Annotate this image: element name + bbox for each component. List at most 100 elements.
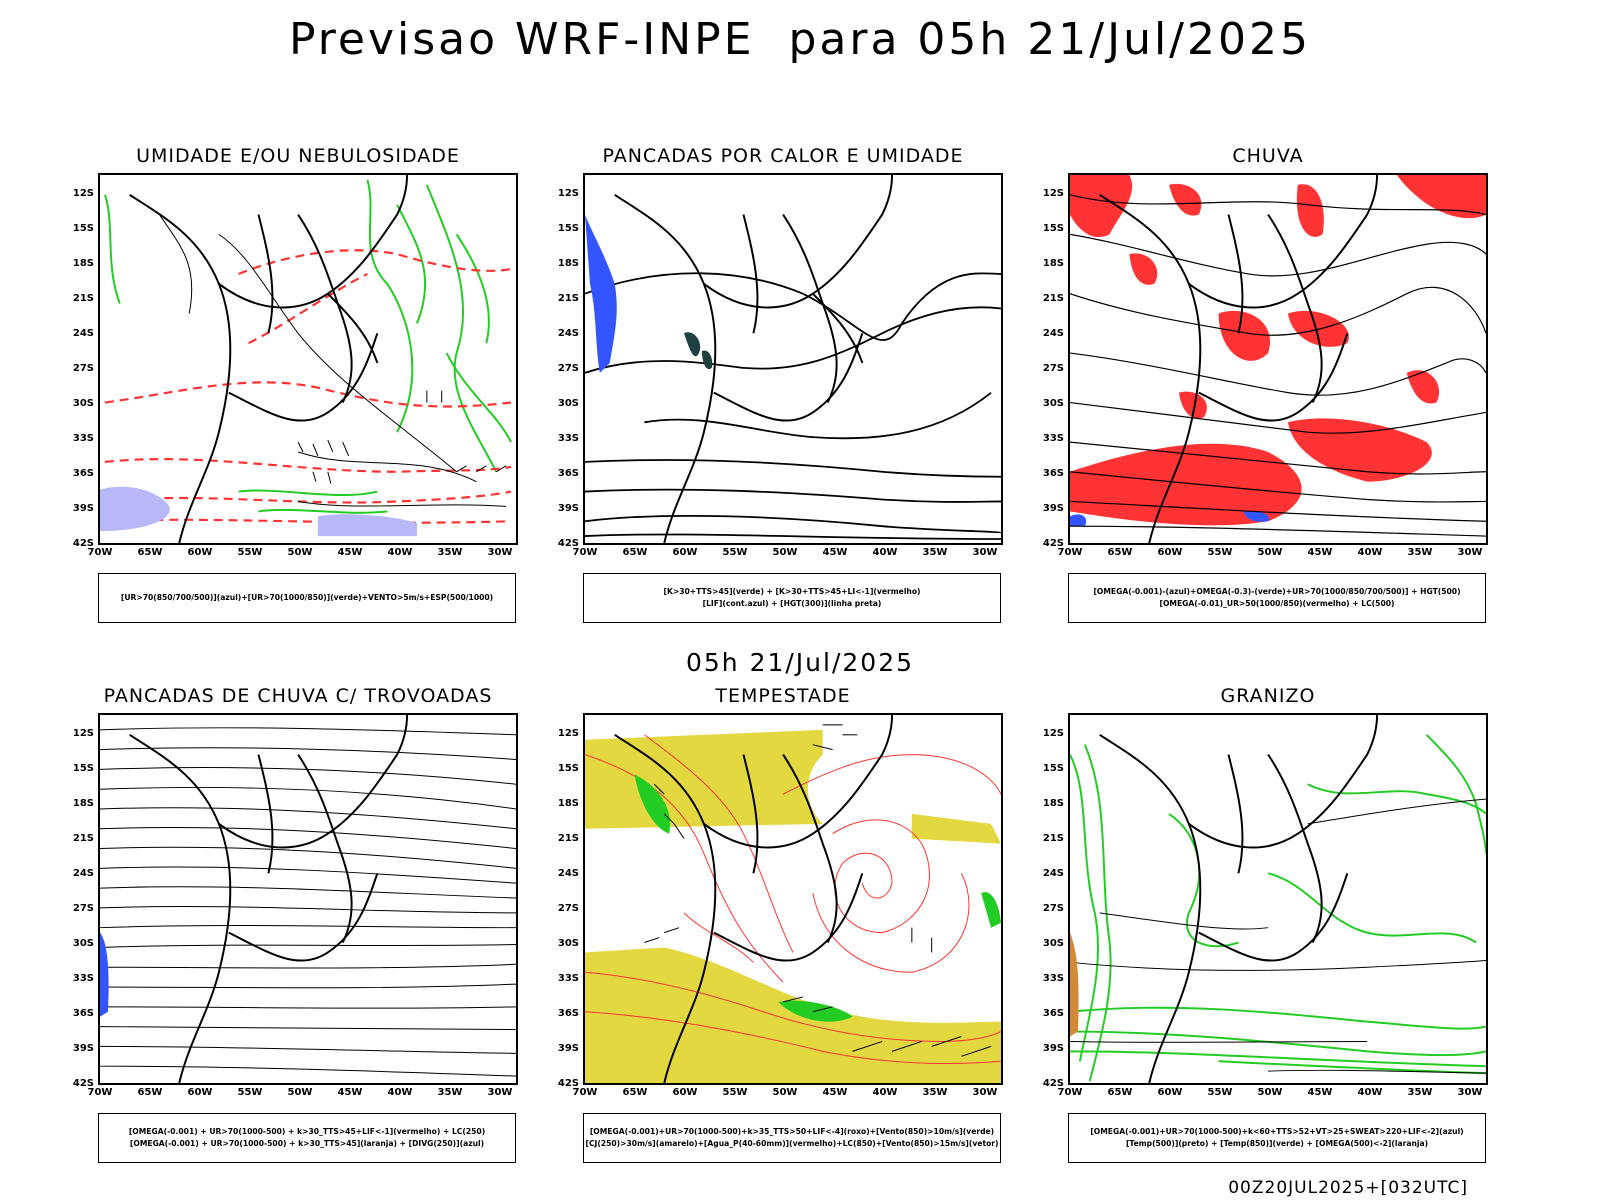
lat-label: 12S bbox=[557, 728, 579, 739]
lon-label: 65W bbox=[1107, 1087, 1133, 1098]
lat-label: 33S bbox=[72, 433, 94, 444]
lon-label: 30W bbox=[1457, 1087, 1483, 1098]
lon-label: 35W bbox=[437, 1087, 463, 1098]
lon-label: 65W bbox=[622, 1087, 648, 1098]
lat-label: 30S bbox=[72, 938, 94, 949]
lat-label: 21S bbox=[1042, 293, 1064, 304]
lat-label: 24S bbox=[72, 868, 94, 879]
lon-label: 55W bbox=[1207, 1087, 1233, 1098]
mid-title: 05h 21/Jul/2025 bbox=[685, 648, 915, 677]
lat-label: 39S bbox=[72, 503, 94, 514]
lat-label: 18S bbox=[1042, 798, 1064, 809]
lon-label: 65W bbox=[622, 547, 648, 558]
lon-label: 70W bbox=[87, 1087, 113, 1098]
panel-legend: [UR>70(850/700/500)](azul)+[UR>70(1000/8… bbox=[98, 573, 516, 623]
lat-label: 27S bbox=[557, 903, 579, 914]
borders bbox=[614, 175, 894, 543]
map-granizo bbox=[1068, 713, 1488, 1085]
lat-label: 39S bbox=[1042, 503, 1064, 514]
lat-label: 27S bbox=[557, 363, 579, 374]
lat-label: 42S bbox=[72, 538, 94, 549]
lat-label: 30S bbox=[557, 398, 579, 409]
lon-label: 40W bbox=[872, 1087, 898, 1098]
lat-label: 21S bbox=[557, 833, 579, 844]
panel-pancadas-trovoadas: PANCADAS DE CHUVA C/ TROVOADAS bbox=[58, 685, 518, 1185]
legend-line-2: [LIF](cont.azul) + [HGT(300)](linha pret… bbox=[702, 599, 882, 608]
lat-label: 27S bbox=[72, 903, 94, 914]
lon-label: 70W bbox=[1057, 547, 1083, 558]
panel-legend: [OMEGA(-0.001)-(azul)+OMEGA(-0.3)-(verde… bbox=[1068, 573, 1486, 623]
lon-label: 30W bbox=[972, 547, 998, 558]
lat-label: 33S bbox=[1042, 973, 1064, 984]
lat-label: 12S bbox=[557, 188, 579, 199]
legend-line-1: [OMEGA(-0.001)+UR>70(1000-500)+k>35_TTS>… bbox=[589, 1127, 995, 1136]
lon-label: 60W bbox=[1157, 547, 1183, 558]
lat-label: 12S bbox=[72, 728, 94, 739]
lon-label: 65W bbox=[137, 1087, 163, 1098]
legend-line-2: [CJ(250)>30m/s](amarelo)+[Agua_P(40-60mm… bbox=[585, 1139, 999, 1148]
lat-label: 30S bbox=[1042, 938, 1064, 949]
map-pancadas-calor bbox=[583, 173, 1003, 545]
lat-label: 21S bbox=[72, 293, 94, 304]
lon-label: 45W bbox=[337, 1087, 363, 1098]
lon-label: 60W bbox=[672, 1087, 698, 1098]
lon-label: 40W bbox=[387, 1087, 413, 1098]
panel-umidade: UMIDADE E/OU NEBULOSIDADE bbox=[58, 145, 518, 645]
blue-patches bbox=[1070, 510, 1270, 527]
lat-label: 36S bbox=[72, 468, 94, 479]
legend-line-1: [OMEGA(-0.001) + UR>70(1000-500) + k>30_… bbox=[128, 1127, 486, 1136]
legend-line-1: [UR>70(850/700/500)](azul)+[UR>70(1000/8… bbox=[120, 593, 494, 602]
lon-label: 50W bbox=[1257, 1087, 1283, 1098]
lon-label: 45W bbox=[1307, 547, 1333, 558]
legend-line-1: [K>30+TTS>45](verde) + [K>30+TTS>45+LI<-… bbox=[663, 587, 921, 596]
lat-label: 15S bbox=[1042, 223, 1064, 234]
footer-run-info: 00Z20JUL2025+[032UTC] bbox=[1228, 1178, 1468, 1198]
lon-label: 70W bbox=[1057, 1087, 1083, 1098]
lon-label: 30W bbox=[1457, 547, 1483, 558]
lon-label: 50W bbox=[772, 1087, 798, 1098]
rain-red-patches bbox=[1070, 175, 1486, 526]
lon-label: 70W bbox=[572, 547, 598, 558]
lat-label: 21S bbox=[557, 293, 579, 304]
lat-label: 24S bbox=[557, 868, 579, 879]
lat-label: 24S bbox=[1042, 868, 1064, 879]
lon-label: 50W bbox=[287, 1087, 313, 1098]
teal-patches bbox=[684, 332, 713, 370]
hgt300-contours bbox=[585, 272, 1001, 540]
lon-label: 60W bbox=[1157, 1087, 1183, 1098]
lat-label: 18S bbox=[557, 258, 579, 269]
wind-vectors bbox=[297, 390, 507, 484]
main-title: Previsao WRF-INPE para 05h 21/Jul/2025 bbox=[289, 14, 1311, 65]
lat-label: 24S bbox=[72, 328, 94, 339]
lon-label: 60W bbox=[187, 1087, 213, 1098]
lon-label: 55W bbox=[237, 547, 263, 558]
lon-label: 70W bbox=[87, 547, 113, 558]
lat-label: 42S bbox=[72, 1078, 94, 1089]
lon-label: 30W bbox=[487, 547, 513, 558]
lon-label: 55W bbox=[722, 547, 748, 558]
panel-legend: [OMEGA(-0.001)+UR>70(1000-500)+k>35_TTS>… bbox=[583, 1113, 1001, 1163]
borders bbox=[129, 715, 409, 1083]
lat-label: 12S bbox=[1042, 728, 1064, 739]
lat-label: 42S bbox=[557, 1078, 579, 1089]
legend-line-2: [OMEGA(-0.001) + UR>70(1000-500) + k>30_… bbox=[129, 1139, 485, 1148]
temp850-green bbox=[1070, 734, 1486, 1082]
lat-label: 15S bbox=[557, 223, 579, 234]
lon-label: 35W bbox=[1407, 1087, 1433, 1098]
lon-label: 45W bbox=[1307, 1087, 1333, 1098]
lat-label: 21S bbox=[1042, 833, 1064, 844]
lon-label: 40W bbox=[1357, 547, 1383, 558]
lat-label: 15S bbox=[1042, 763, 1064, 774]
lat-label: 36S bbox=[557, 1008, 579, 1019]
panel-tempestade: TEMPESTADE bbox=[543, 685, 1003, 1185]
lon-label: 55W bbox=[237, 1087, 263, 1098]
lon-label: 45W bbox=[822, 1087, 848, 1098]
borders bbox=[614, 715, 894, 1083]
thickness-red-dashed bbox=[104, 249, 512, 524]
lon-label: 50W bbox=[772, 547, 798, 558]
lon-label: 45W bbox=[822, 547, 848, 558]
lon-label: 50W bbox=[287, 547, 313, 558]
lat-label: 36S bbox=[72, 1008, 94, 1019]
lat-label: 33S bbox=[1042, 433, 1064, 444]
lat-label: 39S bbox=[72, 1043, 94, 1054]
